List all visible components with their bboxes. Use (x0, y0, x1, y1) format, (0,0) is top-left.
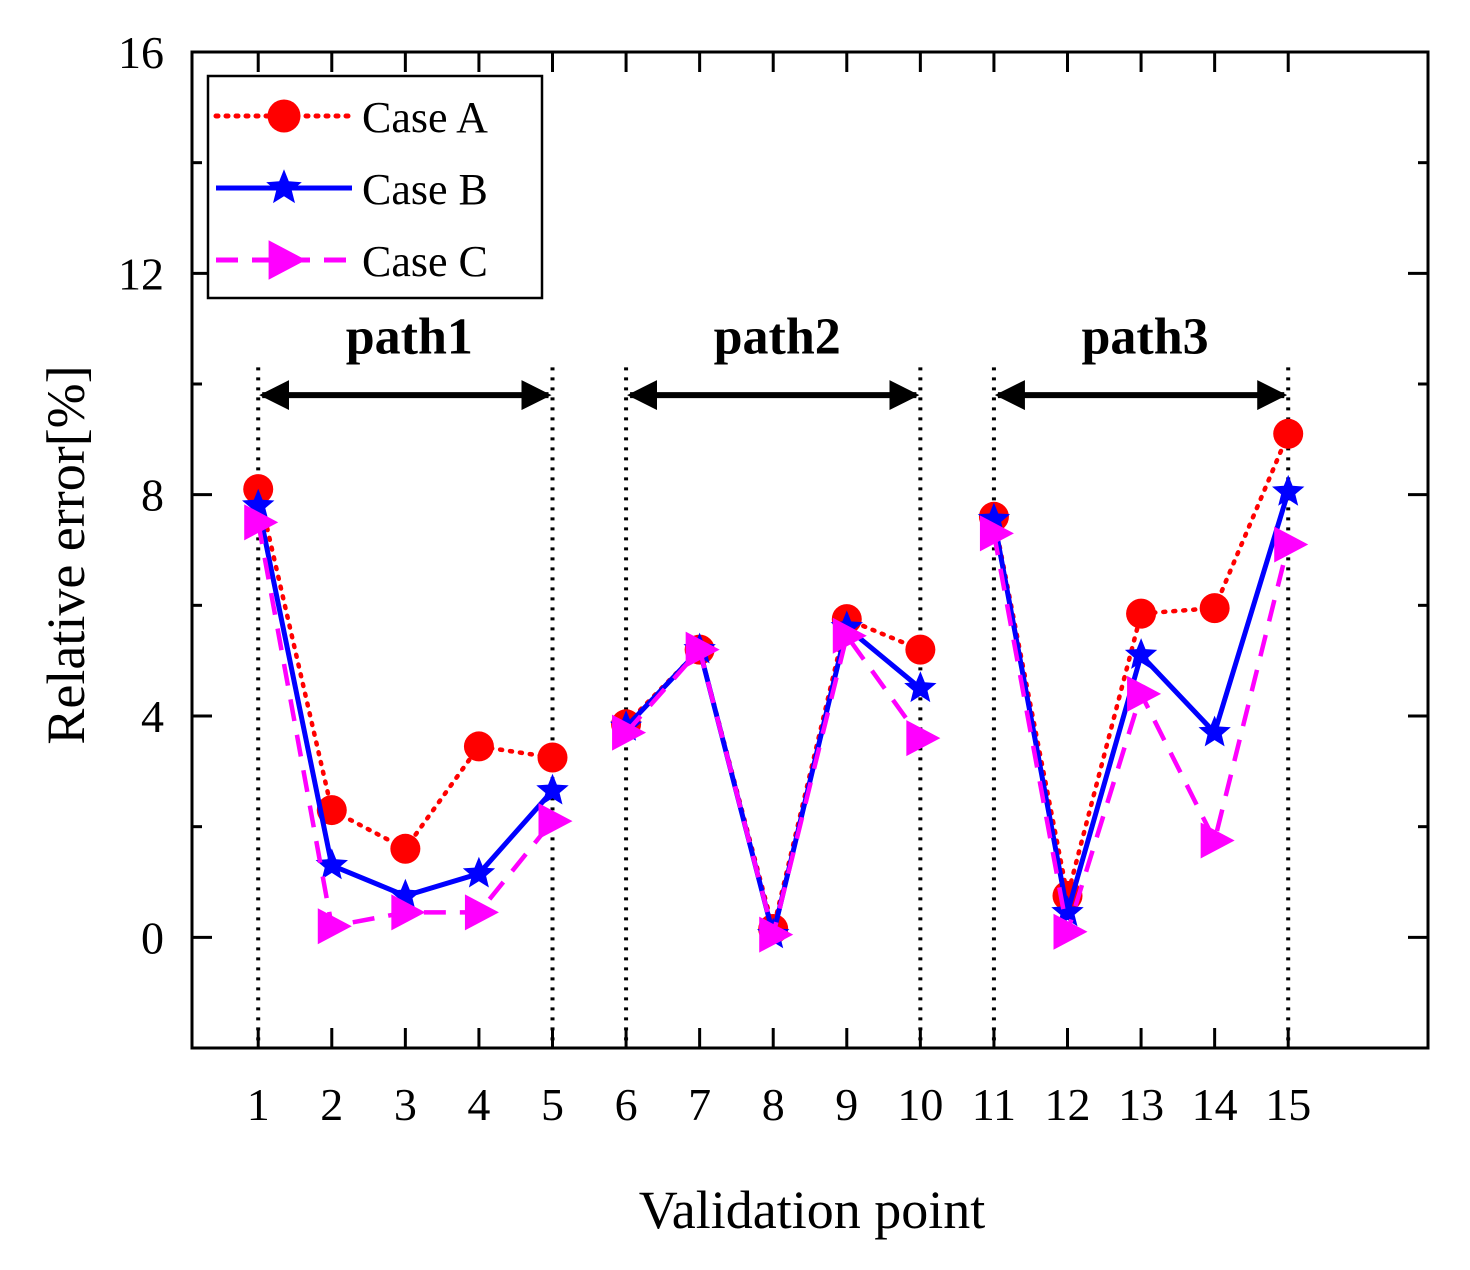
series-case-c (244, 504, 1309, 953)
x-tick-label: 1 (247, 1079, 270, 1130)
data-point (906, 720, 941, 757)
legend-label: Case A (362, 93, 488, 142)
data-point (1274, 526, 1309, 563)
data-point (904, 671, 937, 703)
data-point (1124, 638, 1158, 669)
data-point (1272, 474, 1305, 506)
data-point (832, 617, 867, 654)
x-tick-label: 7 (688, 1079, 711, 1130)
data-point (1198, 715, 1231, 747)
legend: Case A Case B Case C (206, 74, 544, 300)
legend-label: Case C (362, 237, 488, 286)
data-point (242, 488, 275, 520)
data-point (1200, 822, 1235, 859)
legend-marker (267, 99, 301, 133)
y-tick-label: 4 (141, 691, 164, 742)
data-point (464, 894, 499, 931)
plot-frame (190, 50, 1430, 1050)
data-point (759, 916, 794, 953)
x-tick-label: 15 (1265, 1079, 1311, 1130)
data-point (979, 515, 1014, 552)
data-point (1273, 418, 1304, 449)
segment-label: path3 (1081, 309, 1208, 366)
x-tick-label: 8 (762, 1079, 785, 1130)
data-series (242, 418, 1309, 953)
x-tick-label: 10 (897, 1079, 943, 1130)
y-axis-title: Relative error[%] (36, 365, 96, 744)
data-point (1199, 593, 1230, 624)
legend-marker (266, 169, 302, 204)
segment-label: path1 (346, 309, 473, 366)
x-tick-label: 9 (835, 1079, 858, 1130)
data-point (905, 634, 936, 665)
data-point (538, 803, 573, 840)
legend-label: Case B (362, 165, 488, 214)
y-tick-label: 0 (141, 912, 164, 963)
data-point (462, 856, 496, 888)
series-line (623, 616, 923, 932)
data-point (537, 742, 568, 773)
x-tick-label: 3 (394, 1079, 417, 1130)
data-point (389, 878, 422, 910)
data-point (317, 908, 352, 945)
data-point (1126, 598, 1157, 629)
data-point (390, 833, 421, 864)
data-point (463, 731, 494, 762)
y-tick-label: 16 (118, 27, 164, 78)
x-tick-label: 2 (320, 1079, 343, 1130)
x-axis-title: Validation point (639, 1180, 985, 1240)
data-point (1053, 913, 1088, 950)
series-line (255, 486, 555, 852)
x-tick-label: 12 (1045, 1079, 1091, 1130)
x-tick-label: 11 (972, 1079, 1016, 1130)
x-tick-label: 5 (541, 1079, 564, 1130)
segment-label: path2 (714, 309, 841, 366)
x-tick-label: 4 (467, 1079, 490, 1130)
series-case-b (242, 474, 1305, 949)
series-case-a (243, 418, 1304, 945)
path-segments: path1 path2 path3 (256, 309, 1291, 1048)
y-tick-label: 8 (141, 470, 164, 521)
x-tick-label: 14 (1192, 1079, 1238, 1130)
data-point (612, 714, 647, 751)
data-point (1051, 895, 1084, 927)
data-point (391, 894, 426, 931)
data-point (536, 773, 569, 805)
data-point (315, 848, 348, 880)
data-point (685, 631, 720, 668)
x-tick-label: 6 (615, 1079, 638, 1130)
y-tick-label: 12 (118, 248, 164, 299)
data-point (244, 504, 279, 541)
legend-marker (268, 240, 306, 280)
data-point (1127, 675, 1162, 712)
x-tick-label: 13 (1118, 1079, 1164, 1130)
series-line (991, 431, 1291, 899)
